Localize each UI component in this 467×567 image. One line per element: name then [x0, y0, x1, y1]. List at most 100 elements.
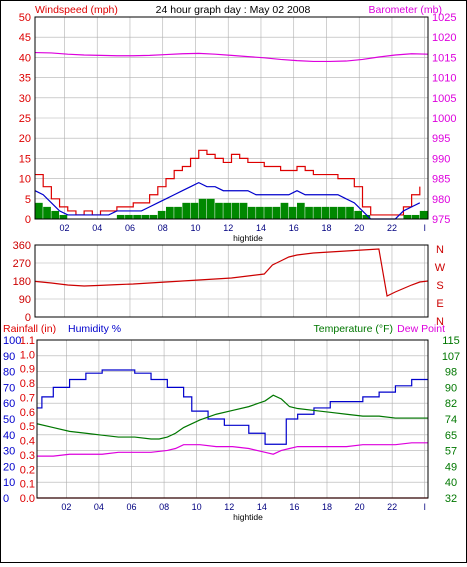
humidity-x-tick-label: 14 — [257, 502, 267, 512]
humidity-x-tick-label: 20 — [355, 502, 365, 512]
wind-x-tick-label: 14 — [256, 223, 266, 233]
wind-low-bar — [346, 206, 354, 219]
temperature-tick-label: 74 — [445, 414, 457, 426]
humidity-tick-label: 80 — [3, 367, 15, 379]
barometer-tick-label: 1015 — [432, 52, 456, 64]
humidity-tick-label: 50 — [3, 414, 15, 426]
wind-low-bar — [125, 214, 133, 219]
wind-low-bar — [247, 206, 256, 219]
wind-low-bar — [215, 202, 223, 219]
wind-x-tick-label: l — [424, 223, 426, 233]
wind-low-bar — [329, 206, 338, 219]
direction-tick-label: 0 — [25, 312, 31, 324]
humidity-line — [37, 369, 428, 445]
direction-tick-label: 90 — [19, 294, 31, 306]
wind-low-bar — [362, 214, 371, 219]
wind-x-tick-label: 10 — [190, 223, 200, 233]
rainfall-tick-label: 0.0 — [20, 493, 35, 505]
dewpoint-line — [37, 442, 428, 457]
temperature-tick-label: 65 — [445, 430, 457, 442]
rainfall-tick-label: 0.6 — [20, 407, 35, 419]
humidity-panel-grid — [37, 339, 428, 499]
direction-plot-border — [34, 244, 429, 318]
humidity-tick-label: 90 — [3, 351, 15, 363]
wind-low-bar — [280, 202, 289, 219]
wind-low-bar — [256, 206, 264, 219]
wind-low-bar — [411, 214, 420, 219]
rainfall-tick-label: 1.1 — [20, 335, 35, 347]
wind-low-bar — [174, 206, 182, 219]
humidity-axis-label: Humidity % — [68, 323, 121, 335]
temperature-tick-label: 49 — [445, 461, 457, 473]
direction-series — [34, 248, 429, 297]
direction-panel-grid — [35, 244, 428, 318]
humidity-tick-label: 70 — [3, 382, 15, 394]
humidity-tick-label: 20 — [3, 461, 15, 473]
wind-low-bar — [403, 214, 412, 219]
wind-x-tick-label: 06 — [125, 223, 135, 233]
rainfall-tick-label: 0.7 — [20, 392, 35, 404]
humidity-x-tick-label: 08 — [159, 502, 169, 512]
barometer-tick-label: 1005 — [432, 93, 456, 105]
temperature-tick-label: 82 — [445, 398, 457, 410]
humidity-plot-border — [36, 339, 429, 499]
temperature-tick-label: 90 — [445, 382, 457, 394]
temperature-tick-label: 98 — [445, 367, 457, 379]
wind-x-tick-label: 22 — [387, 223, 397, 233]
direction-tick-label: 360 — [13, 240, 31, 252]
barometer-tick-label: 1020 — [432, 32, 456, 44]
humidity-x-tick-label: 16 — [289, 502, 299, 512]
wind-low-bar — [182, 202, 191, 219]
windspeed-tick-label: 30 — [19, 93, 31, 105]
humidity-tick-label: 0 — [3, 493, 9, 505]
wind-x-tick-label: 04 — [92, 223, 102, 233]
wind-low-bar — [239, 202, 248, 219]
wind-panel-grid — [35, 16, 428, 220]
humidity-tick-label: 40 — [3, 430, 15, 442]
rainfall-tick-label: 0.4 — [20, 436, 35, 448]
wind-direction-line — [34, 248, 429, 297]
humidity-panel-x-ticks: 02 04 06 08 10 12 14 16 18 20 22 l — [61, 502, 425, 512]
wind-hightide-label: hightide — [233, 233, 263, 243]
humidity-x-tick-label: 18 — [322, 502, 332, 512]
humidity-x-tick-label: l — [424, 502, 426, 512]
wind-low-bar — [166, 206, 174, 219]
wind-low-bar — [264, 206, 272, 219]
wind-panel-x-ticks: 02 04 06 08 10 12 14 16 18 20 22 l — [59, 223, 425, 233]
barometer-tick-label: 1025 — [432, 12, 456, 24]
wind-low-bar — [35, 202, 43, 219]
humidity-x-tick-label: 04 — [94, 502, 104, 512]
wind-low-bar — [223, 202, 231, 219]
rainfall-tick-label: 0.2 — [20, 464, 35, 476]
compass-label: W — [435, 262, 446, 274]
humidity-hightide-label: hightide — [233, 512, 263, 522]
rainfall-ticks: 0.0 0.1 0.2 0.3 0.4 0.5 0.6 0.7 0.8 0.9 1.0 1.1 — [20, 335, 35, 505]
wind-low-bar — [133, 214, 141, 219]
windspeed-tick-label: 20 — [19, 133, 31, 145]
humidity-tick-label: 30 — [3, 446, 15, 458]
barometer-tick-label: 980 — [432, 194, 450, 206]
wind-low-bar — [419, 210, 428, 219]
temperature-tick-label: 107 — [442, 351, 460, 363]
humidity-panel-series — [36, 369, 428, 499]
rainfall-tick-label: 1.0 — [20, 349, 35, 361]
windspeed-tick-label: 45 — [19, 32, 31, 44]
windspeed-tick-label: 40 — [19, 52, 31, 64]
windspeed-tick-label: 35 — [19, 73, 31, 85]
humidity-ticks: 0 10 20 30 40 50 60 70 80 90 100 — [3, 335, 21, 505]
wind-low-bar — [141, 214, 150, 219]
wind-low-bar — [297, 202, 305, 219]
dewpoint-axis-label: Dew Point — [397, 323, 445, 335]
direction-tick-label: 270 — [13, 258, 31, 270]
windspeed-tick-label: 10 — [19, 174, 31, 186]
temperature-tick-label: 57 — [445, 446, 457, 458]
humidity-x-tick-label: 12 — [224, 502, 234, 512]
barometer-tick-label: 1010 — [432, 73, 456, 85]
wind-low-bar — [305, 206, 313, 219]
windspeed-tick-label: 0 — [25, 214, 31, 226]
compass-label: N — [436, 244, 444, 256]
temperature-tick-label: 32 — [445, 493, 457, 505]
barometer-tick-label: 990 — [432, 153, 450, 165]
